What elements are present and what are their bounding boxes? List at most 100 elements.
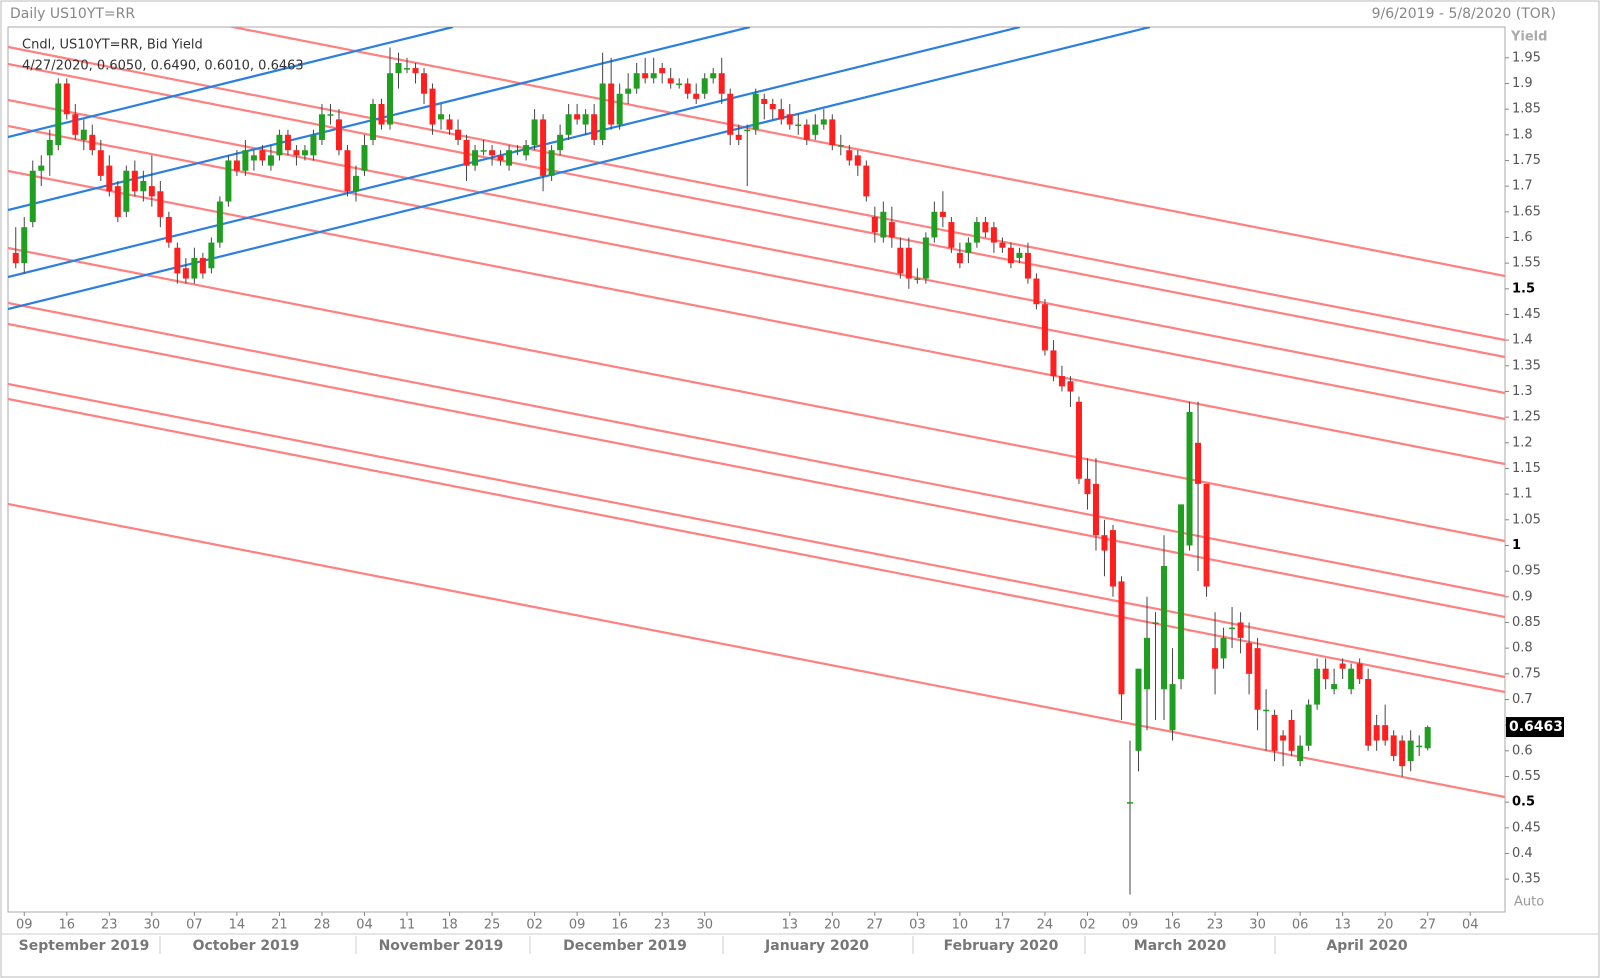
candle-body bbox=[1109, 530, 1116, 587]
candle-body bbox=[131, 170, 138, 192]
candle-body bbox=[472, 150, 479, 166]
candle-body bbox=[327, 114, 334, 116]
candle-body bbox=[369, 104, 376, 140]
candle-body bbox=[1399, 740, 1406, 767]
candle-body bbox=[1024, 252, 1031, 279]
candle-body bbox=[46, 139, 53, 156]
candle-body bbox=[1416, 745, 1423, 748]
candle-body bbox=[1356, 663, 1363, 679]
candle-body bbox=[769, 104, 776, 110]
candle-body bbox=[1339, 663, 1346, 669]
x-tick-label: 13 bbox=[781, 918, 798, 933]
y-tick-label: 1.55 bbox=[1512, 256, 1541, 271]
y-tick-label: 0.9 bbox=[1512, 589, 1533, 604]
candle-body bbox=[939, 211, 946, 217]
candle-body bbox=[693, 93, 700, 99]
candle-body bbox=[1092, 483, 1099, 536]
x-tick-label: 09 bbox=[1122, 918, 1139, 933]
x-tick-label: 21 bbox=[271, 918, 288, 933]
candle-body bbox=[540, 119, 547, 176]
candle-body bbox=[352, 175, 359, 192]
candle-body bbox=[591, 114, 598, 140]
candle-body bbox=[378, 104, 385, 125]
candle-body bbox=[837, 145, 844, 147]
candle-body bbox=[1246, 643, 1253, 674]
x-tick-label: 18 bbox=[441, 918, 458, 933]
candle-body bbox=[455, 129, 462, 140]
candle-body bbox=[72, 114, 79, 135]
candle-body bbox=[557, 134, 564, 151]
candle-body bbox=[1254, 648, 1261, 710]
candle-body bbox=[999, 242, 1006, 248]
candle-body bbox=[863, 165, 870, 197]
candle-body bbox=[599, 83, 606, 140]
y-tick-label: 0.85 bbox=[1512, 615, 1541, 630]
candle-body bbox=[1101, 535, 1108, 551]
candle-body bbox=[1314, 668, 1321, 705]
candle-body bbox=[582, 114, 589, 125]
candle-body bbox=[446, 119, 453, 130]
candle-body bbox=[361, 145, 368, 171]
candles bbox=[12, 47, 1431, 895]
x-tick-label: 07 bbox=[186, 918, 203, 933]
x-group-label: November 2019 bbox=[379, 938, 504, 954]
x-group-label: September 2019 bbox=[19, 938, 150, 954]
candle-body bbox=[531, 119, 538, 146]
chart-title: Daily US10YT=RR bbox=[10, 6, 135, 22]
x-tick-label: 03 bbox=[909, 918, 926, 933]
candle-body bbox=[659, 68, 666, 74]
y-tick-label: 0.4 bbox=[1512, 846, 1533, 861]
candle-body bbox=[267, 155, 274, 166]
candle-body bbox=[191, 258, 198, 279]
candle-body bbox=[335, 119, 342, 151]
candle-body bbox=[956, 252, 963, 264]
candle-body bbox=[412, 68, 419, 74]
candle-body bbox=[344, 150, 351, 192]
candle-body bbox=[12, 252, 19, 264]
trend-line bbox=[8, 397, 1505, 694]
x-group-label: February 2020 bbox=[944, 938, 1059, 954]
y-tick-label: 1.35 bbox=[1512, 358, 1541, 373]
candle-body bbox=[965, 242, 972, 253]
candle-body bbox=[182, 268, 189, 279]
candle-body bbox=[1041, 304, 1048, 351]
trend-line bbox=[8, 382, 1505, 679]
trend-line bbox=[8, 124, 1505, 421]
candle-body bbox=[1016, 252, 1023, 259]
x-tick-label: 09 bbox=[569, 918, 586, 933]
trend-line bbox=[8, 27, 454, 139]
candle-body bbox=[616, 93, 623, 125]
scale-mode: Auto bbox=[1514, 895, 1544, 910]
legend-line: Cndl, US10YT=RR, Bid Yield bbox=[22, 38, 203, 53]
candle-body bbox=[29, 170, 36, 223]
x-group-label: December 2019 bbox=[563, 938, 687, 954]
candle-body bbox=[1305, 704, 1312, 746]
candle-body bbox=[905, 247, 912, 279]
x-tick-label: 04 bbox=[1462, 918, 1479, 933]
y-axis-label: Yield bbox=[1510, 30, 1547, 45]
trend-lines bbox=[8, 27, 1505, 799]
x-group-label: October 2019 bbox=[193, 938, 300, 954]
candle-body bbox=[574, 114, 581, 120]
candle-body bbox=[293, 150, 300, 156]
x-tick-label: 16 bbox=[59, 918, 76, 933]
x-tick-label: 23 bbox=[101, 918, 118, 933]
candle-body bbox=[80, 129, 87, 140]
x-tick-label: 02 bbox=[1079, 918, 1096, 933]
candle-body bbox=[710, 73, 717, 79]
candle-body bbox=[871, 216, 878, 233]
y-tick-label: 0.5 bbox=[1512, 795, 1535, 810]
legend-line: 4/27/2020, 0.6050, 0.6490, 0.6010, 0.646… bbox=[22, 59, 304, 74]
candle-body bbox=[395, 62, 402, 74]
x-tick-label: 11 bbox=[399, 918, 416, 933]
candle-body bbox=[990, 227, 997, 243]
x-tick-label: 16 bbox=[1164, 918, 1181, 933]
candle-body bbox=[463, 139, 470, 166]
x-tick-label: 27 bbox=[1419, 918, 1436, 933]
candle-body bbox=[684, 83, 691, 94]
candle-body bbox=[1144, 637, 1151, 690]
candle-body bbox=[1058, 376, 1065, 387]
x-group-label: January 2020 bbox=[764, 938, 869, 954]
